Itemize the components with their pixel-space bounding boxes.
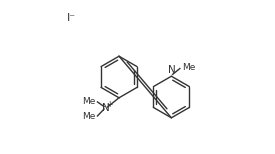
Text: N: N bbox=[167, 65, 175, 75]
Text: I⁻: I⁻ bbox=[67, 14, 76, 23]
Text: +: + bbox=[106, 100, 112, 109]
Text: Me: Me bbox=[82, 112, 96, 121]
Text: Me: Me bbox=[82, 97, 96, 106]
Text: N: N bbox=[102, 103, 110, 113]
Text: Me: Me bbox=[182, 63, 195, 72]
